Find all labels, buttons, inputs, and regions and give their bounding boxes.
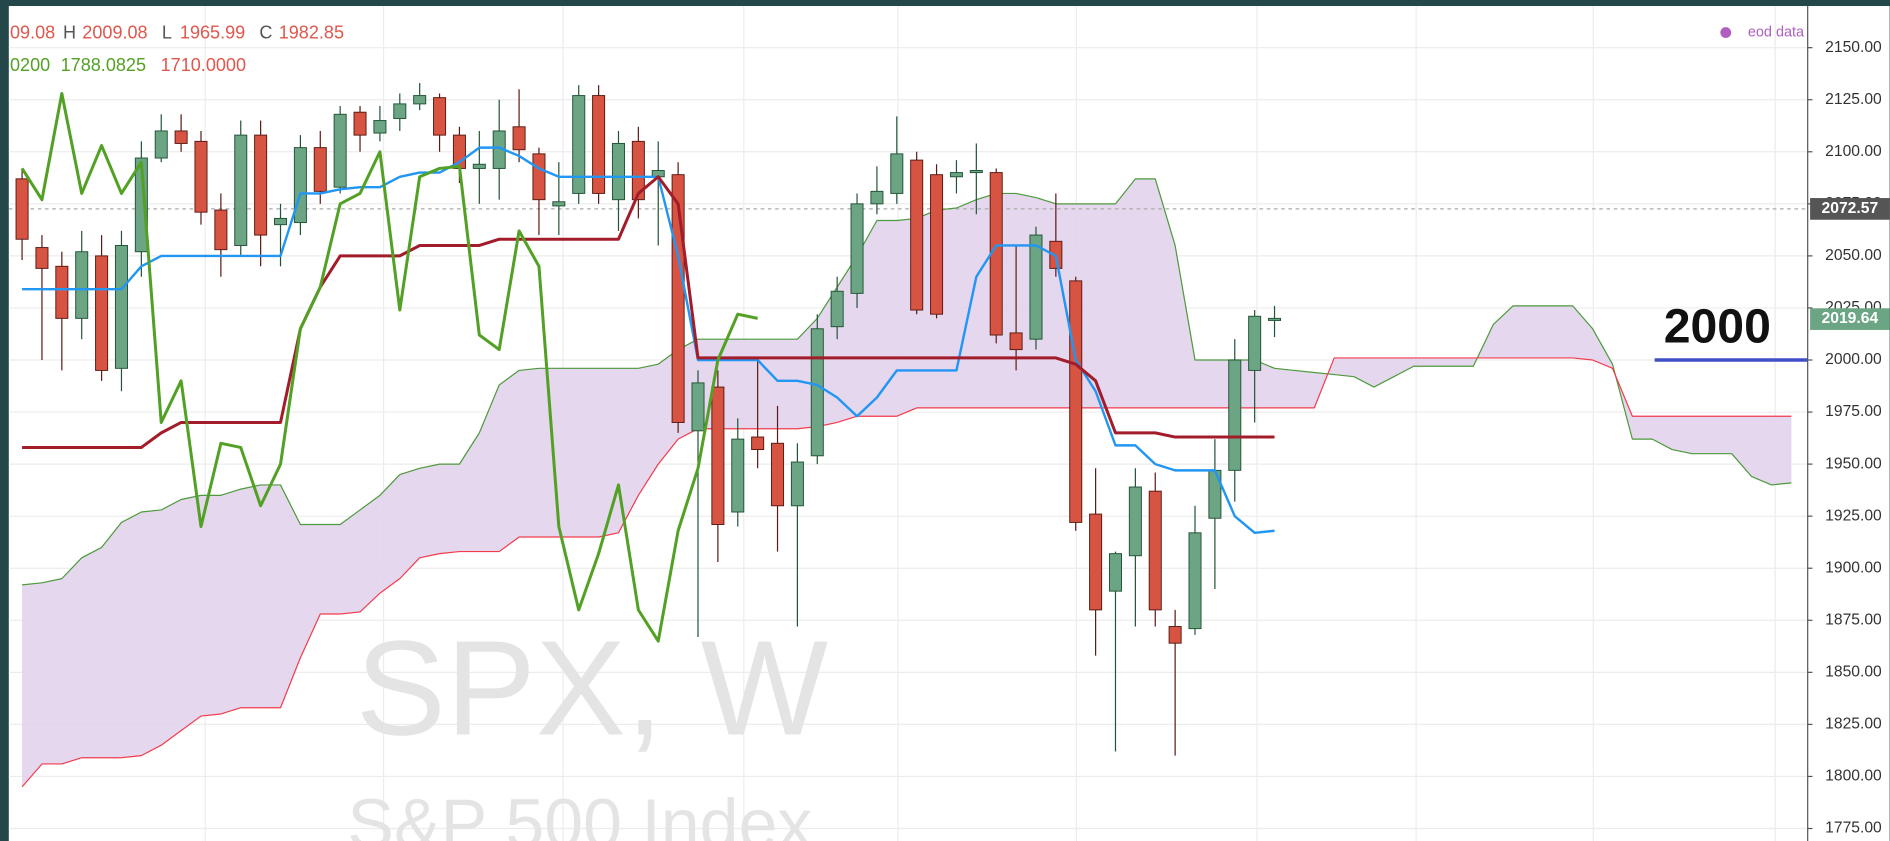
y-tick-label: 1775.00 <box>1825 820 1882 837</box>
watermark-symbol: SPX, W <box>356 612 828 763</box>
candle-body <box>472 163 486 169</box>
y-tick-label: 1825.00 <box>1825 716 1882 733</box>
candle-body <box>154 130 168 159</box>
indicator-line <box>21 357 1792 788</box>
indicator-line <box>22 178 1792 586</box>
indicator-line <box>22 175 1275 449</box>
candle-body <box>870 190 884 205</box>
watermark-name: S&P 500 Index <box>347 784 812 841</box>
y-tick-label: 1850.00 <box>1825 663 1882 680</box>
candle-body <box>890 153 904 194</box>
candle-body <box>1108 553 1122 592</box>
candle-body <box>850 203 864 294</box>
cloud-fill <box>22 178 1792 787</box>
legend-high: 2009.08 <box>82 23 147 43</box>
y-tick-label: 1950.00 <box>1825 455 1882 472</box>
y-tick-label: 2050.00 <box>1825 247 1882 264</box>
legend-l: L <box>162 23 172 43</box>
candle-body <box>512 126 526 151</box>
indicator-value: 0200 <box>10 55 50 75</box>
candle-body <box>95 255 109 371</box>
y-tick-label: 1925.00 <box>1825 507 1882 524</box>
candle-body <box>234 134 248 246</box>
candle-body <box>572 95 586 194</box>
candle-body <box>293 147 307 224</box>
candle-body <box>552 201 566 207</box>
candle-body <box>949 172 963 178</box>
candle-body <box>55 265 69 319</box>
candle-body <box>35 247 49 269</box>
candle-body <box>1188 532 1202 630</box>
candle-body <box>114 244 128 369</box>
candle-body <box>790 461 804 507</box>
candle-body <box>1009 332 1023 351</box>
indicator-line <box>20 91 758 643</box>
indicator-value: 1710.0000 <box>161 55 246 75</box>
candle-body <box>731 438 745 513</box>
y-tick-label: 2000.00 <box>1825 351 1882 368</box>
candle-body <box>254 134 268 236</box>
candle-body <box>1168 626 1182 644</box>
candle-body <box>333 113 347 188</box>
candle-body <box>134 157 148 253</box>
legend-low: 1965.99 <box>180 23 245 43</box>
indicator-line <box>22 146 1275 535</box>
candle-body <box>691 382 705 432</box>
candle-body <box>353 111 367 136</box>
candle-body <box>810 328 824 457</box>
candle-body <box>214 209 228 251</box>
candle-body <box>393 103 407 119</box>
candle-body <box>194 140 208 213</box>
y-tick-label: 2100.00 <box>1825 143 1882 160</box>
candle-body <box>592 95 606 194</box>
candle-body <box>413 95 427 105</box>
legend-open: 09.08 <box>10 23 55 43</box>
price-label-bg <box>1810 308 1890 330</box>
candle-body <box>532 153 546 201</box>
candle-body <box>1128 486 1142 557</box>
candle-body <box>611 142 625 201</box>
candle-body <box>1248 315 1262 371</box>
chart-background <box>8 6 1890 841</box>
candle-body <box>969 170 983 174</box>
price-label-bg <box>1810 198 1890 220</box>
candle-body <box>1029 234 1043 340</box>
y-tick-label: 2125.00 <box>1825 91 1882 108</box>
y-tick-label: 1975.00 <box>1825 403 1882 420</box>
candle-body <box>433 97 447 136</box>
legend-close: 1982.85 <box>279 23 344 43</box>
y-tick-label: 2150.00 <box>1825 39 1882 56</box>
indicator-value: 1788.0825 <box>61 55 146 75</box>
candle-body <box>711 386 725 525</box>
y-tick-label: 1800.00 <box>1825 768 1882 785</box>
candle-body <box>373 120 387 134</box>
candle-body <box>631 140 645 201</box>
y-tick-label: 1875.00 <box>1825 611 1882 628</box>
candle-body <box>75 251 89 319</box>
price-label: 2019.64 <box>1822 310 1879 327</box>
candle-body <box>751 436 765 451</box>
legend-h: H <box>63 23 76 43</box>
annotation-label: 2000 <box>1664 300 1771 354</box>
candle-body <box>1228 359 1242 471</box>
price-label: 2072.57 <box>1822 200 1879 217</box>
candle-body <box>174 130 188 144</box>
candle-body <box>771 442 785 507</box>
legend-c: C <box>259 23 272 43</box>
candle-body <box>15 178 29 240</box>
source-label: eod data <box>1748 24 1805 40</box>
source-dot <box>1720 27 1732 38</box>
candle-body <box>1089 513 1103 611</box>
candle-body <box>930 174 944 315</box>
y-tick-label: 1900.00 <box>1825 559 1882 576</box>
candle-body <box>1268 317 1282 321</box>
candle-body <box>1069 280 1083 523</box>
candle-body <box>1148 490 1162 611</box>
candle-body <box>313 147 327 192</box>
candle-body <box>830 290 844 328</box>
candle-body <box>910 159 924 311</box>
candle-body <box>274 217 288 226</box>
